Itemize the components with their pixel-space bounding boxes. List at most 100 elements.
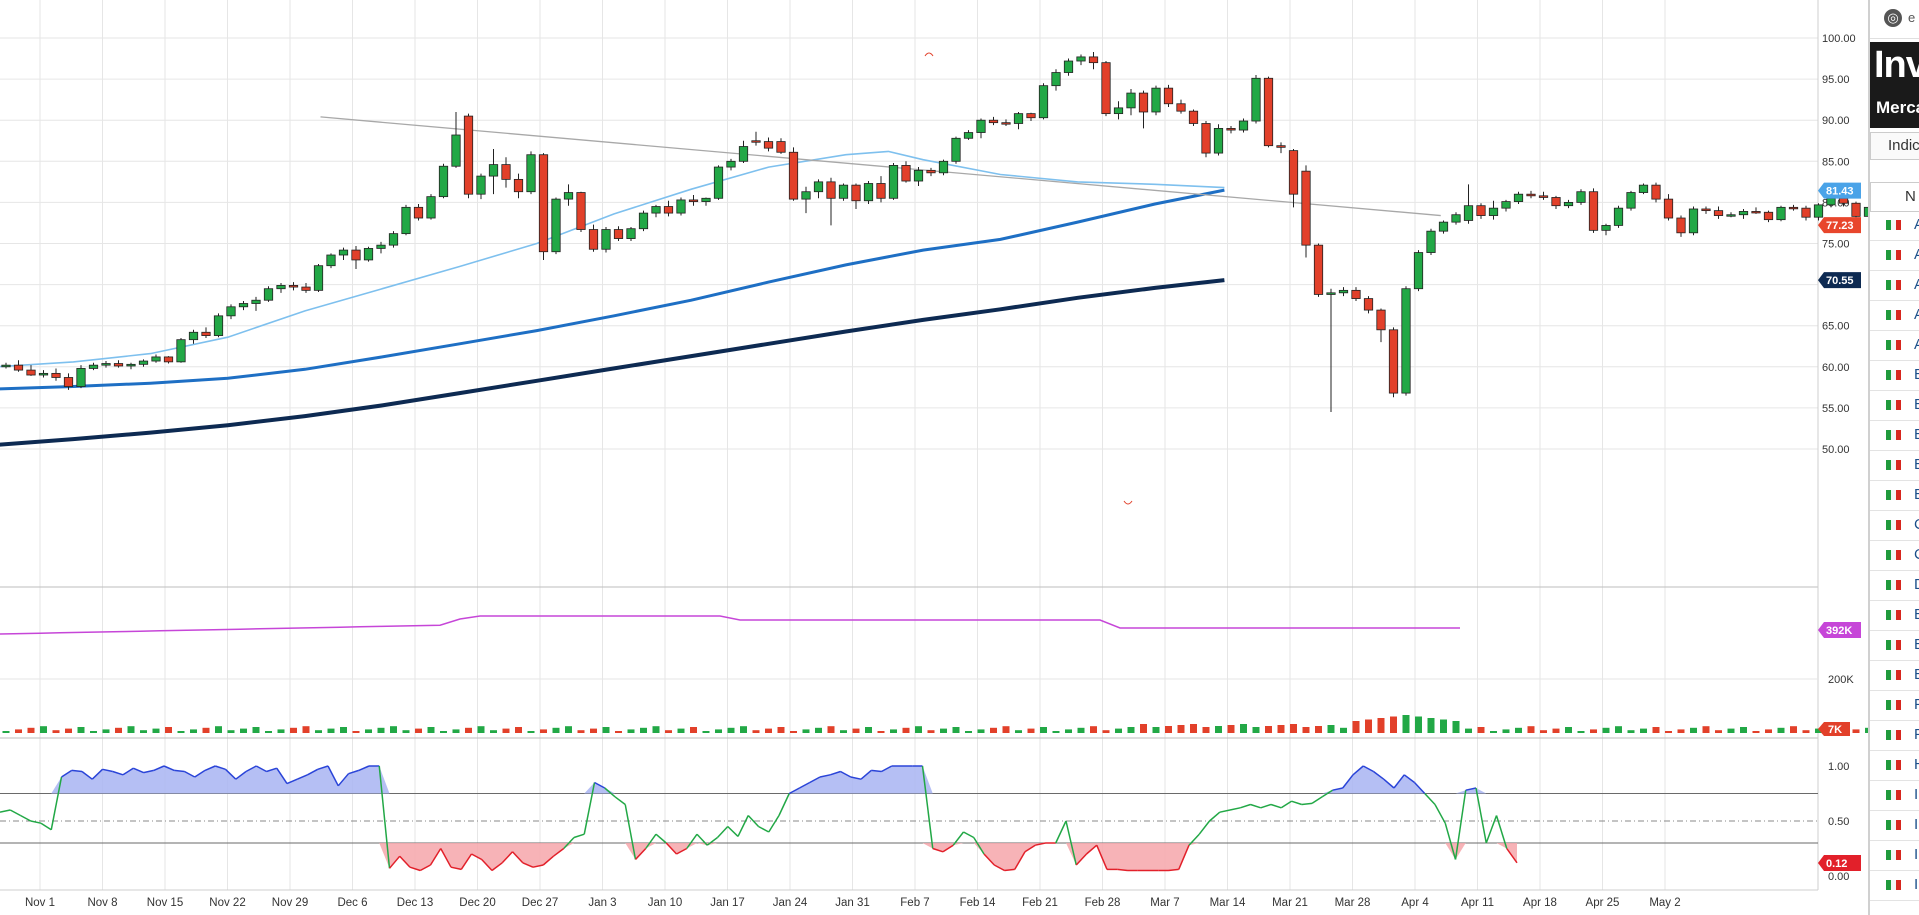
instrument-row[interactable]: A <box>1870 330 1919 361</box>
volume-bar <box>602 727 610 733</box>
instrument-row[interactable]: F <box>1870 690 1919 721</box>
topbar-text: e <box>1908 10 1916 25</box>
trendline <box>320 116 1441 217</box>
oscillator-line <box>1198 820 1211 835</box>
volume-bar <box>165 727 172 733</box>
instrument-row[interactable]: E <box>1870 420 1919 451</box>
instrument-row[interactable]: D <box>1870 570 1919 601</box>
instrument-row[interactable]: C <box>1870 540 1919 571</box>
oscillator-line <box>676 847 688 855</box>
oscillator-line <box>583 782 596 835</box>
candle-body <box>1601 225 1611 231</box>
volume-bar <box>1227 725 1235 733</box>
instrument-row[interactable]: A <box>1870 210 1919 241</box>
flag-icon <box>1886 820 1901 830</box>
candle-body <box>488 164 499 177</box>
instrument-row[interactable]: F <box>1870 720 1919 751</box>
candle-body <box>763 141 774 149</box>
instrument-name: E <box>1914 636 1919 653</box>
instrument-row[interactable]: E <box>1870 630 1919 661</box>
column-header[interactable]: N <box>1870 182 1919 212</box>
instrument-row[interactable]: A <box>1870 270 1919 301</box>
candle-body <box>651 206 661 214</box>
candle-body <box>1026 113 1036 119</box>
instrument-row[interactable]: A <box>1870 300 1919 331</box>
candle-body <box>1701 208 1711 212</box>
instrument-row[interactable]: I <box>1870 810 1919 841</box>
instrument-row[interactable]: I <box>1870 870 1919 901</box>
brand-banner[interactable]: Inve Merca <box>1870 42 1919 128</box>
volume-bar <box>640 727 647 733</box>
candle-body <box>88 364 99 369</box>
candle-body <box>13 364 24 371</box>
candle-body <box>413 206 424 219</box>
volume-bar <box>1465 728 1472 733</box>
candle-body <box>1476 205 1486 216</box>
grid <box>0 0 1818 890</box>
oscillator-line <box>1403 774 1415 784</box>
volume-bar <box>527 731 535 733</box>
oscillator-line <box>1444 822 1457 860</box>
candle-body <box>1 364 11 368</box>
instrument-row[interactable]: I <box>1870 780 1919 811</box>
volume-bar <box>1302 727 1310 733</box>
instrument-row[interactable]: E <box>1870 480 1919 511</box>
globe-icon[interactable]: ◎ <box>1884 9 1902 27</box>
flag-icon <box>1886 700 1901 710</box>
y-tick-label: 100.00 <box>1822 33 1856 45</box>
volume-bar <box>1815 728 1822 733</box>
oscillator-line <box>20 814 32 822</box>
volume-bar <box>1665 731 1672 733</box>
chart-background <box>0 0 1868 915</box>
volume-bar <box>877 731 885 733</box>
candle-body <box>701 197 711 202</box>
y-tick-label: 85.00 <box>1822 156 1850 168</box>
oscillator-line <box>696 833 708 846</box>
price-badge-label: 77.23 <box>1826 220 1854 232</box>
instrument-row[interactable]: H <box>1870 750 1919 781</box>
x-tick-label: May 2 <box>1649 897 1680 909</box>
volume-bar <box>515 727 522 733</box>
flag-icon <box>1886 220 1901 230</box>
x-tick-label: Feb 28 <box>1085 897 1121 909</box>
price-chart[interactable]: Nov 1 Nov 8 Nov 15 Nov 22 Nov 29 Dec 6 Dec 13 D… <box>0 0 1868 915</box>
instrument-row[interactable]: E <box>1870 390 1919 421</box>
oscillator-line <box>634 847 647 861</box>
instrument-row[interactable]: E <box>1870 360 1919 391</box>
instrument-row[interactable]: E <box>1870 600 1919 631</box>
tab-indices[interactable]: Indic <box>1870 132 1919 160</box>
instrument-row[interactable]: E <box>1870 450 1919 481</box>
volume-bar <box>1440 719 1447 733</box>
oscillator-line <box>1495 815 1508 849</box>
volume-bar <box>1352 721 1360 733</box>
x-tick-label: Nov 8 <box>87 897 117 909</box>
candle-body <box>1013 113 1024 124</box>
oscillator-line <box>1075 853 1088 866</box>
instrument-row[interactable]: C <box>1870 510 1919 541</box>
oscillator-line <box>1178 844 1190 870</box>
candle-body <box>1101 62 1111 115</box>
brand-logo: Inve <box>1874 44 1919 86</box>
oscillator-line <box>542 855 554 866</box>
x-tick-label: Jan 24 <box>773 897 808 909</box>
price-badge-label: 81.43 <box>1826 186 1854 198</box>
volume-bar <box>577 730 585 733</box>
x-tick-label: Jan 17 <box>710 897 745 909</box>
volume-bar <box>977 729 985 733</box>
oscillator-panel <box>0 765 1818 872</box>
volume-bar <box>402 730 410 733</box>
candle-body <box>513 178 524 193</box>
instrument-name: E <box>1914 606 1919 623</box>
x-tick-label: Mar 21 <box>1272 897 1308 909</box>
volume-bar <box>865 727 872 733</box>
oscillator-line <box>963 831 975 839</box>
oscillator-line <box>921 765 934 849</box>
volume-bar <box>277 729 285 733</box>
volume-bar <box>1765 729 1772 733</box>
instrument-row[interactable]: E <box>1870 660 1919 691</box>
oscillator-line <box>768 815 780 833</box>
instrument-row[interactable]: A <box>1870 240 1919 271</box>
oscillator-line <box>1362 765 1374 773</box>
instrument-row[interactable]: I <box>1870 840 1919 871</box>
volume-bar <box>1065 729 1072 733</box>
